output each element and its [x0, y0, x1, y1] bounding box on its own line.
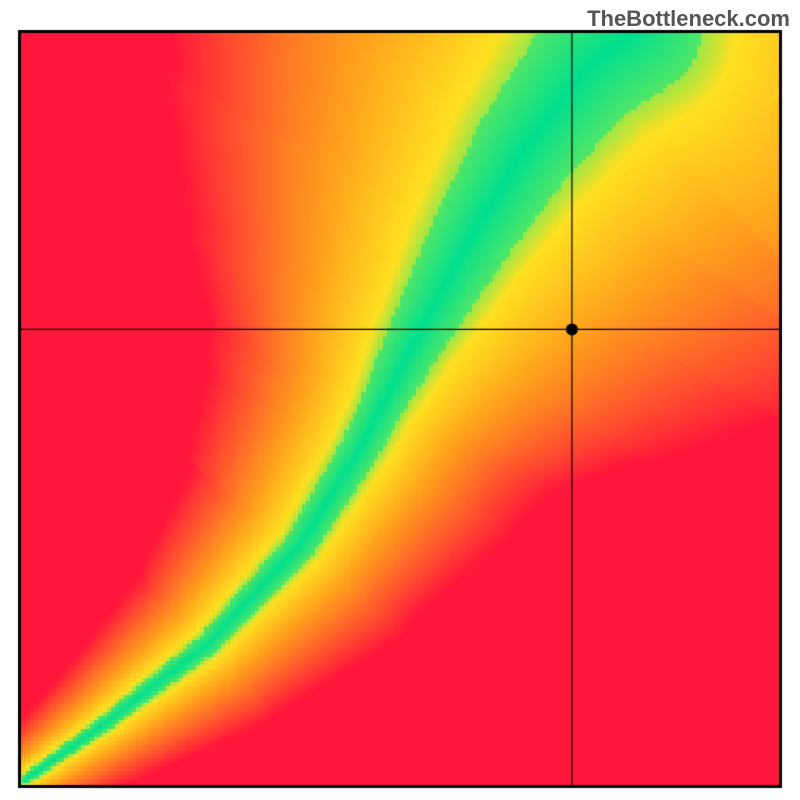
watermark-text: TheBottleneck.com [587, 6, 790, 32]
bottleneck-heatmap [0, 0, 800, 800]
